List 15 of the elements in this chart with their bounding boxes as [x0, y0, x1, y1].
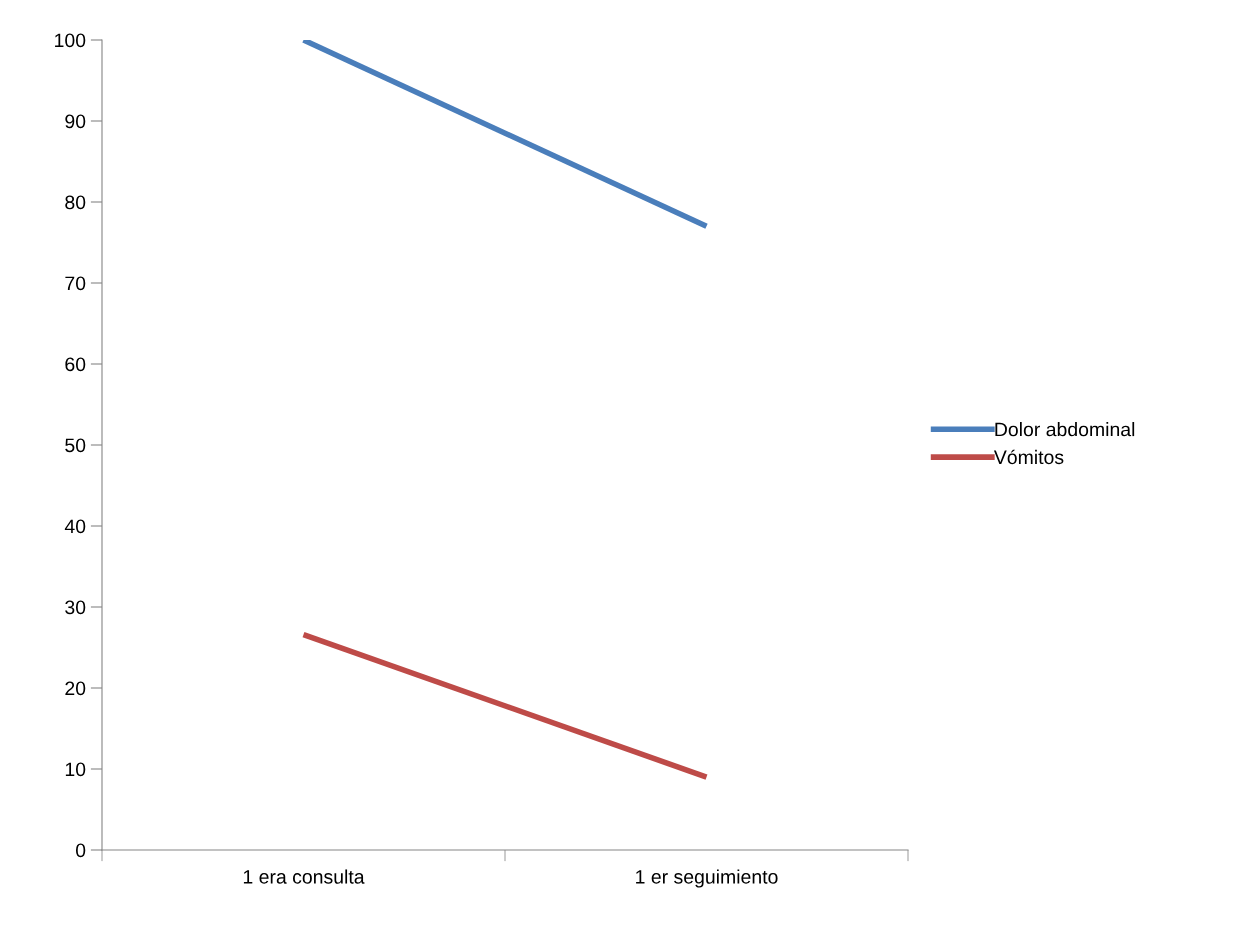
y-tick-label: 60 [65, 357, 86, 372]
y-tick-label: 20 [65, 681, 86, 696]
y-tick-label: 0 [75, 843, 86, 858]
y-tick-label: 70 [65, 276, 86, 291]
y-tick-label: 30 [65, 600, 86, 615]
y-tick-label: 40 [64, 519, 86, 534]
x-tick-label: 1 era consulta [243, 869, 365, 884]
y-tick-label: 50 [65, 438, 86, 453]
y-tick-label: 10 [65, 762, 86, 777]
y-tick-label: 100 [55, 33, 86, 48]
y-tick-label: 80 [65, 195, 86, 210]
y-tick-label: 90 [65, 114, 86, 129]
legend-label: Dolor abdominal [995, 422, 1135, 437]
legend-label: Vómitos [993, 449, 1064, 465]
x-tick-label: 1 er seguimiento [636, 869, 778, 888]
